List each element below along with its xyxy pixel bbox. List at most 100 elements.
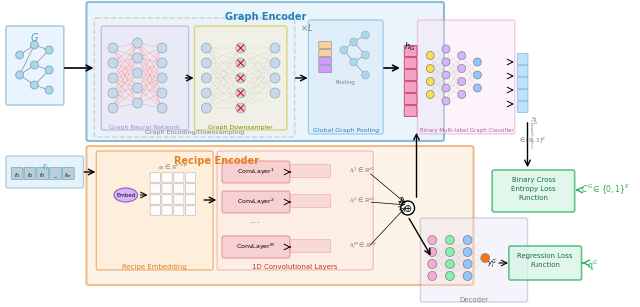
FancyBboxPatch shape xyxy=(319,41,332,49)
Circle shape xyxy=(236,103,246,113)
Circle shape xyxy=(474,58,481,66)
Circle shape xyxy=(157,103,167,113)
Text: Graph Encoder: Graph Encoder xyxy=(225,12,306,22)
FancyBboxPatch shape xyxy=(37,168,49,180)
FancyBboxPatch shape xyxy=(404,106,417,116)
Circle shape xyxy=(428,271,436,281)
Text: Global Graph Pooling: Global Graph Pooling xyxy=(313,128,379,133)
Text: $q_i^G$: $q_i^G$ xyxy=(588,258,598,273)
Circle shape xyxy=(442,45,450,53)
Circle shape xyxy=(426,52,434,60)
FancyBboxPatch shape xyxy=(319,49,332,56)
FancyBboxPatch shape xyxy=(417,20,515,134)
Circle shape xyxy=(474,71,481,79)
FancyBboxPatch shape xyxy=(517,53,528,64)
Circle shape xyxy=(362,51,369,59)
FancyBboxPatch shape xyxy=(404,57,417,68)
Circle shape xyxy=(31,41,38,49)
Circle shape xyxy=(202,103,211,113)
Text: Graph Encoding/Downsampling: Graph Encoding/Downsampling xyxy=(145,130,244,135)
Text: 1D Convolutional Layers: 1D Convolutional Layers xyxy=(252,264,337,270)
Text: Graph Downsampler: Graph Downsampler xyxy=(208,125,273,130)
FancyBboxPatch shape xyxy=(404,81,417,92)
FancyBboxPatch shape xyxy=(517,77,528,88)
Text: Regression Loss: Regression Loss xyxy=(517,253,573,259)
FancyBboxPatch shape xyxy=(517,65,528,76)
FancyBboxPatch shape xyxy=(404,94,417,104)
FancyBboxPatch shape xyxy=(186,206,196,215)
Circle shape xyxy=(157,43,167,53)
Circle shape xyxy=(445,271,454,281)
Text: $C^G \in \{0,1\}^K$: $C^G \in \{0,1\}^K$ xyxy=(580,183,630,197)
FancyBboxPatch shape xyxy=(162,173,172,182)
Text: ConvLayer$^2$: ConvLayer$^2$ xyxy=(237,197,274,207)
Text: Embed: Embed xyxy=(116,192,136,197)
Circle shape xyxy=(157,58,167,68)
Circle shape xyxy=(362,31,369,39)
FancyBboxPatch shape xyxy=(222,236,290,258)
Circle shape xyxy=(428,259,436,269)
Circle shape xyxy=(445,259,454,269)
Text: ConvLayer$^M$: ConvLayer$^M$ xyxy=(236,242,275,252)
FancyBboxPatch shape xyxy=(150,173,160,182)
Circle shape xyxy=(463,271,472,281)
Circle shape xyxy=(236,73,246,83)
Circle shape xyxy=(108,43,118,53)
Text: Binary Multi-label Graph Classifier: Binary Multi-label Graph Classifier xyxy=(420,128,513,133)
FancyBboxPatch shape xyxy=(217,151,373,270)
FancyBboxPatch shape xyxy=(517,90,528,100)
FancyBboxPatch shape xyxy=(96,151,213,270)
Circle shape xyxy=(202,43,211,53)
FancyBboxPatch shape xyxy=(517,102,528,112)
Text: $e_i \in \mathbb{R}^{n \times p}$: $e_i \in \mathbb{R}^{n \times p}$ xyxy=(157,162,188,172)
Circle shape xyxy=(458,77,466,86)
Circle shape xyxy=(426,91,434,99)
Text: $\lambda_i^2 \in \mathbb{R}^{d_2}$: $\lambda_i^2 \in \mathbb{R}^{d_2}$ xyxy=(349,196,375,206)
Circle shape xyxy=(202,58,211,68)
Text: $\lambda_i^M \in \mathbb{R}^{d_M}$: $\lambda_i^M \in \mathbb{R}^{d_M}$ xyxy=(349,241,377,251)
Text: $f_{im}$: $f_{im}$ xyxy=(65,172,72,181)
Circle shape xyxy=(157,73,167,83)
Circle shape xyxy=(428,235,436,244)
FancyBboxPatch shape xyxy=(173,184,184,193)
Circle shape xyxy=(157,88,167,98)
FancyBboxPatch shape xyxy=(173,173,184,182)
FancyBboxPatch shape xyxy=(173,206,184,215)
Ellipse shape xyxy=(114,188,138,202)
Text: ...: ... xyxy=(53,173,58,178)
Circle shape xyxy=(16,51,24,59)
Text: $\lambda_i$: $\lambda_i$ xyxy=(398,195,407,208)
Text: ConvLayer$^1$: ConvLayer$^1$ xyxy=(237,167,275,177)
Circle shape xyxy=(45,46,53,54)
Circle shape xyxy=(458,64,466,72)
FancyBboxPatch shape xyxy=(173,195,184,204)
FancyBboxPatch shape xyxy=(150,195,160,204)
Circle shape xyxy=(236,88,246,98)
FancyBboxPatch shape xyxy=(86,146,474,285)
Circle shape xyxy=(108,58,118,68)
Circle shape xyxy=(426,64,434,72)
Text: Entropy Loss: Entropy Loss xyxy=(511,186,556,192)
Circle shape xyxy=(349,58,358,66)
FancyBboxPatch shape xyxy=(150,206,160,215)
Circle shape xyxy=(108,103,118,113)
Text: $\oplus$: $\oplus$ xyxy=(403,203,412,213)
Circle shape xyxy=(202,73,211,83)
Circle shape xyxy=(236,58,246,68)
Circle shape xyxy=(458,52,466,60)
Text: $r_i$: $r_i$ xyxy=(42,161,49,173)
Circle shape xyxy=(458,91,466,99)
Circle shape xyxy=(236,43,246,53)
Circle shape xyxy=(463,247,472,257)
Circle shape xyxy=(442,58,450,66)
Text: $\times L$: $\times L$ xyxy=(300,22,313,33)
Circle shape xyxy=(442,71,450,79)
Circle shape xyxy=(132,53,143,63)
FancyBboxPatch shape xyxy=(162,195,172,204)
Text: Decoder: Decoder xyxy=(459,297,488,303)
FancyBboxPatch shape xyxy=(319,57,332,64)
FancyBboxPatch shape xyxy=(24,168,36,180)
FancyBboxPatch shape xyxy=(492,170,575,212)
Circle shape xyxy=(428,247,436,257)
FancyBboxPatch shape xyxy=(186,184,196,193)
